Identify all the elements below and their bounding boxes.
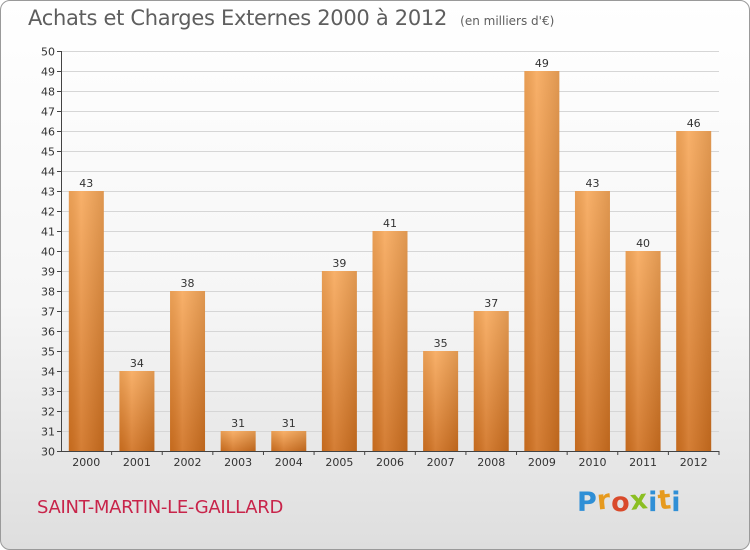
bar-shade: [372, 231, 408, 451]
value-label: 35: [434, 337, 448, 350]
value-label: 43: [585, 177, 599, 190]
axes: [57, 51, 720, 455]
bar-shade: [68, 191, 104, 451]
y-tick-label: 30: [41, 446, 55, 459]
y-tick-label: 37: [41, 306, 55, 319]
x-tick-label: 2009: [528, 456, 556, 469]
x-tick-label: 2005: [325, 456, 353, 469]
bar-shade: [423, 351, 459, 451]
value-label: 46: [687, 117, 701, 130]
value-label: 38: [181, 277, 195, 290]
logo-letter: o: [611, 487, 631, 518]
town-name: SAINT-MARTIN-LE-GAILLARD: [37, 497, 284, 518]
logo-letter: i: [648, 487, 658, 518]
bar-shade: [119, 371, 155, 451]
labels: 30 31 32 33 34 35 36 37 38 39 40 41 42 43 44 45 46 47 48 49…: [41, 46, 708, 470]
bars: [68, 71, 712, 451]
chart-title: Achats et Charges Externes 2000 à 2012 (…: [28, 6, 554, 30]
bar-shade: [676, 131, 712, 451]
y-tick-label: 45: [41, 146, 55, 159]
bar-shade: [271, 431, 307, 451]
x-tick-label: 2011: [629, 456, 657, 469]
x-tick-label: 2006: [376, 456, 404, 469]
y-tick-label: 44: [41, 166, 55, 179]
x-tick-label: 2003: [224, 456, 252, 469]
logo-letter: i: [671, 487, 682, 518]
x-tick-label: 2010: [578, 456, 606, 469]
value-label: 31: [282, 417, 296, 430]
title-text: Achats et Charges Externes 2000 à 2012: [28, 6, 448, 30]
x-tick-label: 2004: [275, 456, 303, 469]
x-tick-label: 2002: [174, 456, 202, 469]
y-tick-label: 34: [41, 366, 55, 379]
y-tick-label: 36: [41, 326, 55, 339]
y-tick-label: 46: [41, 126, 55, 139]
proxiti-logo: Proxiti: [577, 484, 682, 518]
bar-shade: [170, 291, 206, 451]
bar-shade: [473, 311, 509, 451]
value-label: 40: [636, 237, 650, 250]
y-tick-label: 40: [41, 246, 55, 259]
y-tick-label: 49: [41, 66, 55, 79]
y-tick-label: 41: [41, 226, 55, 239]
y-tick-label: 50: [41, 46, 55, 59]
value-label: 39: [332, 257, 346, 270]
value-label: 31: [231, 417, 245, 430]
value-label: 43: [79, 177, 93, 190]
y-tick-label: 43: [41, 186, 55, 199]
unit-note: (en milliers d'€): [460, 14, 555, 28]
bar-shade: [524, 71, 560, 451]
y-tick-label: 47: [41, 106, 55, 119]
bar-shade: [625, 251, 661, 451]
value-label: 41: [383, 217, 397, 230]
x-tick-label: 2008: [477, 456, 505, 469]
bar-shade: [574, 191, 610, 451]
logo-letter: P: [577, 487, 598, 518]
y-tick-label: 33: [41, 386, 55, 399]
x-tick-label: 2012: [680, 456, 708, 469]
y-tick-label: 48: [41, 86, 55, 99]
y-tick-label: 32: [41, 406, 55, 419]
value-label: 37: [484, 297, 498, 310]
y-tick-label: 38: [41, 286, 55, 299]
x-tick-label: 2007: [427, 456, 455, 469]
y-tick-label: 42: [41, 206, 55, 219]
x-tick-label: 2001: [123, 456, 151, 469]
logo-letter: x: [628, 484, 650, 517]
value-label: 34: [130, 357, 144, 370]
y-tick-label: 35: [41, 346, 55, 359]
value-label: 49: [535, 57, 549, 70]
y-tick-label: 39: [41, 266, 55, 279]
bar-shade: [220, 431, 256, 451]
y-tick-label: 31: [41, 426, 55, 439]
bar-shade: [321, 271, 357, 451]
x-tick-label: 2000: [72, 456, 100, 469]
